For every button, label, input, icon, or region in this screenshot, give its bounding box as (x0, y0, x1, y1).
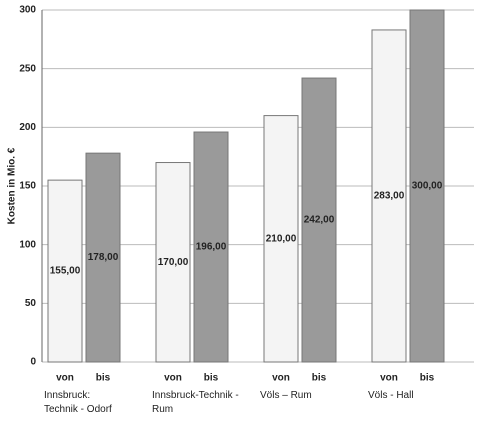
series-label: von (380, 373, 398, 384)
bar (47, 179, 83, 363)
bar (409, 9, 445, 363)
series-label: bis (420, 373, 435, 384)
series-label: von (56, 373, 74, 384)
data-label: 170,00 (158, 257, 189, 268)
data-label: 178,00 (88, 252, 119, 263)
bar (263, 115, 299, 363)
data-label: 196,00 (196, 242, 227, 253)
series-label: bis (312, 373, 327, 384)
data-label: 242,00 (304, 215, 335, 226)
series-label: von (164, 373, 182, 384)
category-label: Völs – Rum (260, 390, 312, 401)
series-label: bis (96, 373, 111, 384)
y-tick-label: 300 (19, 5, 36, 16)
bar (301, 77, 337, 363)
y-tick-label: 100 (19, 239, 36, 250)
y-tick-label: 150 (19, 181, 36, 192)
data-label: 155,00 (50, 266, 81, 277)
series-label: von (272, 373, 290, 384)
category-label: Innsbruck-Technik - Rum (152, 390, 239, 415)
data-label: 300,00 (412, 181, 443, 192)
y-tick-label: 50 (25, 298, 37, 309)
y-tick-label: 250 (19, 63, 36, 74)
bar (155, 162, 191, 363)
bar (193, 131, 229, 363)
bar (371, 29, 407, 363)
y-axis-label: Kosten in Mio. € (7, 147, 18, 224)
series-label: bis (204, 373, 219, 384)
y-tick-label: 200 (19, 122, 36, 133)
data-label: 210,00 (266, 233, 297, 244)
data-label: 283,00 (374, 191, 405, 202)
category-label: Innsbruck: Technik - Odorf (44, 390, 112, 415)
bar (85, 152, 121, 363)
y-tick-label: 0 (30, 357, 36, 368)
category-label: Völs - Hall (368, 390, 414, 401)
